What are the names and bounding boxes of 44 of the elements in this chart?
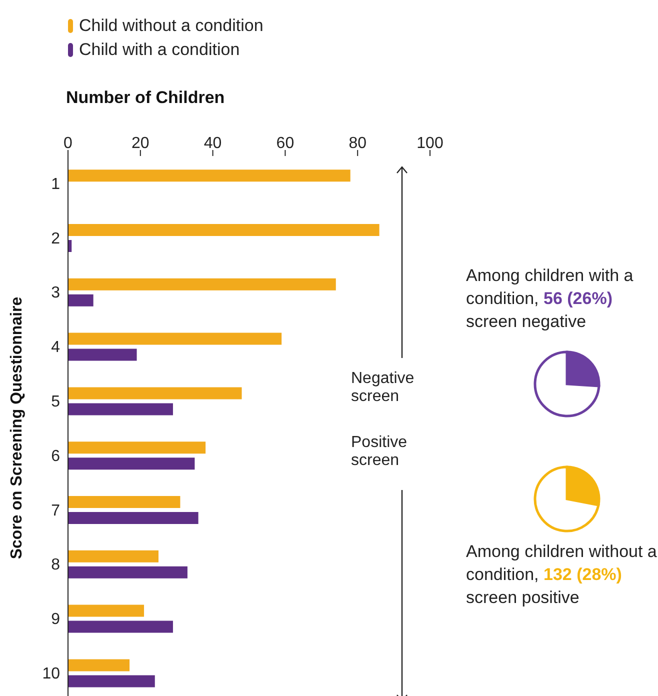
x-tick-label: 100 — [416, 135, 444, 152]
text: Among children without a condition, 132 (28%) screen positive — [466, 541, 658, 609]
x-tick-label: 80 — [348, 135, 367, 152]
legend-label: Child with a condition — [78, 39, 241, 61]
bar — [68, 659, 130, 672]
x-axis-title: Number of Children — [66, 88, 225, 108]
bar — [68, 278, 336, 290]
y-tick-label: 7 — [51, 502, 60, 520]
x-tick-label: 60 — [276, 135, 294, 152]
bar — [68, 403, 173, 416]
bar — [68, 458, 195, 470]
bar — [68, 604, 144, 617]
bar — [68, 512, 198, 524]
bar — [68, 675, 155, 688]
x-tick-label: 0 — [64, 135, 73, 152]
x-tick-label: 20 — [132, 135, 150, 152]
y-tick-label: 1 — [51, 176, 60, 193]
bar — [68, 294, 94, 306]
annotation: Positive screen — [351, 434, 408, 470]
y-tick-label: 10 — [42, 665, 60, 682]
y-tick-label: 9 — [51, 611, 60, 628]
pie-slice — [534, 350, 600, 418]
annotation: Negative screen — [351, 370, 416, 406]
y-tick-label: 8 — [51, 556, 60, 574]
bar — [68, 170, 350, 182]
text: Among children with a condition, 56 (26%) screen negative — [466, 265, 634, 333]
bar — [68, 566, 188, 578]
y-tick-label: 5 — [51, 393, 60, 410]
bar — [68, 496, 180, 508]
pie-slice — [534, 466, 600, 532]
legend-label: Child without a condition — [78, 15, 264, 37]
y-tick-label: 3 — [51, 284, 60, 302]
bar — [68, 348, 137, 361]
y-tick-label: 6 — [51, 448, 60, 465]
bar — [68, 332, 282, 345]
bar — [68, 620, 173, 633]
bar — [68, 224, 380, 236]
bar — [68, 387, 242, 400]
y-tick-label: 4 — [51, 339, 60, 356]
bar — [68, 550, 158, 562]
y-tick-label: 2 — [51, 230, 60, 248]
bar — [68, 442, 206, 454]
x-tick-label: 40 — [204, 135, 222, 152]
y-axis-title: Score on Screening Questionnaire — [8, 296, 26, 560]
